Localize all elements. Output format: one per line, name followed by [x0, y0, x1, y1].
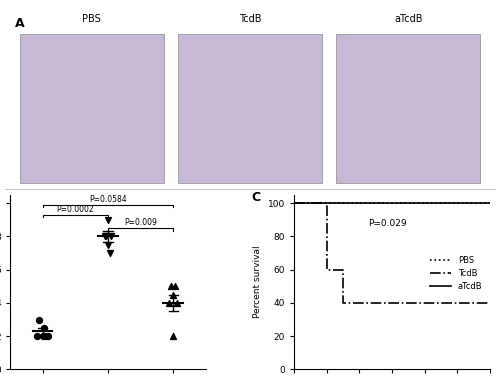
Point	[173, 300, 181, 306]
Point	[38, 333, 46, 339]
Text: PBS: PBS	[82, 14, 101, 23]
TcdB	[291, 201, 297, 205]
Point	[168, 283, 175, 289]
Bar	[336, 34, 480, 182]
Y-axis label: Percent survival: Percent survival	[253, 246, 262, 319]
TcdB	[324, 201, 330, 205]
Point	[171, 283, 179, 289]
Point	[44, 333, 52, 339]
Point	[166, 300, 173, 306]
Bar	[178, 34, 322, 182]
Point	[106, 250, 114, 256]
Text: aTcdB: aTcdB	[394, 14, 422, 23]
TcdB	[340, 300, 346, 305]
TcdB	[324, 267, 330, 272]
Text: A: A	[15, 17, 24, 29]
TcdB	[356, 300, 362, 305]
Text: P=0.0002: P=0.0002	[56, 205, 94, 214]
Point	[42, 333, 50, 339]
Point	[104, 217, 112, 223]
Point	[34, 333, 42, 339]
Point	[107, 233, 115, 239]
Text: C: C	[251, 191, 260, 204]
Point	[100, 233, 108, 239]
Text: TcdB: TcdB	[239, 14, 261, 23]
Point	[170, 333, 177, 339]
Legend: PBS, TcdB, aTcdB: PBS, TcdB, aTcdB	[427, 252, 486, 294]
Point	[102, 233, 110, 239]
TcdB	[487, 300, 493, 305]
Text: P=0.009: P=0.009	[124, 218, 157, 227]
Point	[40, 325, 48, 331]
TcdB	[356, 300, 362, 305]
Bar	[20, 34, 164, 182]
Point	[36, 317, 44, 323]
Text: P=0.029: P=0.029	[368, 219, 407, 228]
Point	[104, 242, 112, 248]
Line: TcdB: TcdB	[294, 203, 490, 303]
Text: P=0.0584: P=0.0584	[89, 195, 127, 204]
Point	[170, 291, 177, 297]
TcdB	[340, 267, 346, 272]
